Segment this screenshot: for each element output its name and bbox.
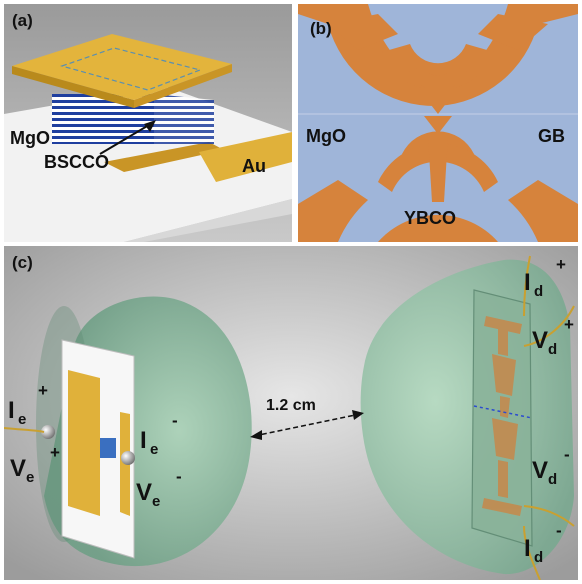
svg-text:-: - [556,521,562,540]
ybco-pattern [298,4,578,242]
svg-text:I: I [524,269,531,296]
svg-text:I: I [524,535,531,562]
au-electrode-pad [199,132,292,182]
svg-text:V: V [136,479,152,506]
svg-text:e: e [26,469,34,486]
panel-b: (b) MgO GB YBCO [298,4,578,242]
svg-text:-: - [172,411,178,430]
arrow-to-bscco [99,121,155,155]
label-ybco: YBCO [404,208,456,228]
right-chip-gb-line [473,405,533,419]
right-wire-lower [523,505,575,527]
panel-c-tag: (c) [12,253,33,272]
svg-text:d: d [548,341,557,358]
panel-a-drawing: (a) MgO BSCCO Au [4,4,292,242]
right-chip [471,289,533,547]
svg-text:e: e [152,493,160,510]
panel-a-tag: (a) [12,11,33,30]
svg-text:I: I [8,397,15,424]
svg-text:-: - [564,445,570,464]
svg-text:+: + [556,255,566,274]
bscco-stack [52,94,154,144]
svg-text:V: V [532,457,548,484]
label-ve-minus: V e - [136,467,182,510]
label-ie-minus: I e - [140,411,178,458]
svg-text:-: - [176,467,182,486]
lower-electrode-strip [104,142,224,172]
right-wire-upper [523,305,575,347]
svg-text:I: I [140,427,147,454]
panel-c: 1.2 cm (c) I e + V e + I e - V e - I d + [4,246,578,580]
distance-arrow [253,413,361,437]
svg-text:d: d [534,549,543,566]
svg-text:e: e [150,441,158,458]
panel-a: (a) MgO BSCCO Au [4,4,292,242]
label-mgo-a: MgO [10,128,50,148]
label-mgo-b: MgO [306,126,346,146]
svg-text:V: V [10,455,26,482]
top-au-electrode [12,34,232,100]
svg-text:+: + [564,315,574,334]
label-gb: GB [538,126,565,146]
left-chip-stack [100,438,116,458]
left-contact-ball-2 [121,451,135,465]
left-contact-ball-1 [41,425,55,439]
dashed-outline [59,47,202,91]
panel-b-drawing: (b) MgO GB YBCO [298,4,578,242]
left-electrode-plus [68,370,100,516]
label-id-minus: I d - [524,521,562,566]
svg-text:+: + [50,443,60,462]
label-vd-minus: V d - [532,445,570,488]
label-bscco: BSCCO [44,152,109,172]
right-wire-bottom [523,525,541,580]
svg-text:d: d [548,471,557,488]
label-ve-plus: V e + [10,443,60,486]
right-wire-top [523,255,531,317]
right-chip-pattern [482,316,522,516]
left-wire [4,427,45,433]
svg-text:e: e [18,411,26,428]
panel-c-drawing: 1.2 cm (c) I e + V e + I e - V e - I d + [4,246,578,580]
panel-b-tag: (b) [310,19,332,38]
svg-text:V: V [532,327,548,354]
label-au: Au [242,156,266,176]
label-ie-plus: I e + [8,381,48,428]
svg-text:+: + [38,381,48,400]
label-id-plus: I d + [524,255,566,300]
label-vd-plus: V d + [532,315,574,358]
svg-text:d: d [534,283,543,300]
distance-label: 1.2 cm [266,397,316,414]
